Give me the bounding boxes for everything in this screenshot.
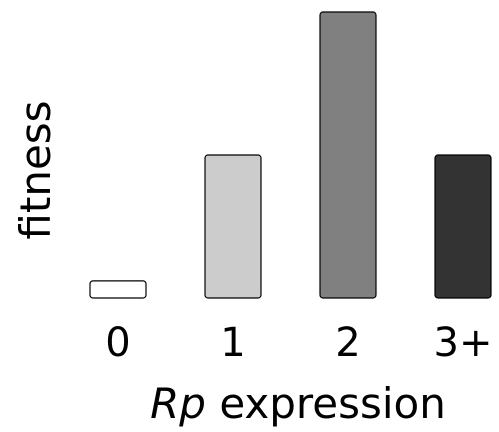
- bar-4: [434, 154, 492, 299]
- x-axis-label-rest: expression: [206, 379, 446, 428]
- x-tick-label-2: 1: [220, 320, 245, 366]
- x-axis-label: Rp expression: [150, 379, 446, 428]
- x-tick-label-3: 2: [335, 320, 360, 366]
- bar-1: [89, 280, 147, 299]
- x-axis-label-italic: Rp: [150, 379, 206, 428]
- bar-3: [319, 11, 377, 299]
- bars-group: [89, 11, 492, 299]
- bar-2: [204, 154, 262, 299]
- x-tick-labels: 0 1 2 3+: [105, 320, 492, 366]
- y-axis-label: fitness: [11, 100, 60, 239]
- x-tick-label-4: 3+: [434, 320, 493, 366]
- x-tick-label-1: 0: [105, 320, 130, 366]
